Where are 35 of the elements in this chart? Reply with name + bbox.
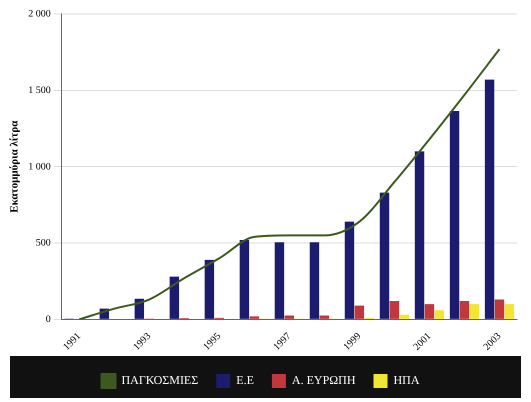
legend-label: ΠΑΓΚΟΣΜΙΕΣ (122, 373, 198, 388)
legend-label: Ε.Ε (236, 373, 254, 388)
x-tick-label: 1991 (61, 330, 84, 353)
y-tick-label: 1 500 (28, 84, 51, 96)
bar (484, 80, 494, 319)
bar (400, 314, 410, 319)
x-tick-label: 1999 (341, 330, 364, 353)
bar (274, 242, 284, 319)
bar (354, 306, 364, 319)
bar (380, 192, 390, 319)
legend-label: Α. ΕΥΡΩΠΗ (292, 373, 356, 388)
y-tick-label: 500 (36, 238, 51, 249)
bar (504, 304, 514, 319)
bar (424, 304, 434, 319)
legend-label: ΗΠΑ (393, 373, 420, 388)
bar (250, 316, 260, 319)
y-tick-label: 0 (46, 314, 51, 325)
y-tick-label: 2 000 (28, 8, 51, 20)
line-series (78, 48, 500, 320)
bar (204, 260, 214, 319)
bar (494, 300, 504, 319)
bar (310, 242, 320, 319)
bar (344, 222, 354, 319)
y-axis-title: Εκατομμύρια λίτρα (8, 120, 20, 213)
bar (390, 301, 400, 319)
bar (460, 301, 470, 319)
bar (434, 310, 444, 319)
bar (320, 316, 330, 319)
bar (450, 110, 460, 319)
bar (414, 151, 424, 319)
bar (470, 304, 480, 319)
y-tick-label: 1 000 (28, 161, 51, 172)
bar (284, 316, 294, 319)
bar (170, 276, 180, 319)
bar (240, 240, 250, 319)
